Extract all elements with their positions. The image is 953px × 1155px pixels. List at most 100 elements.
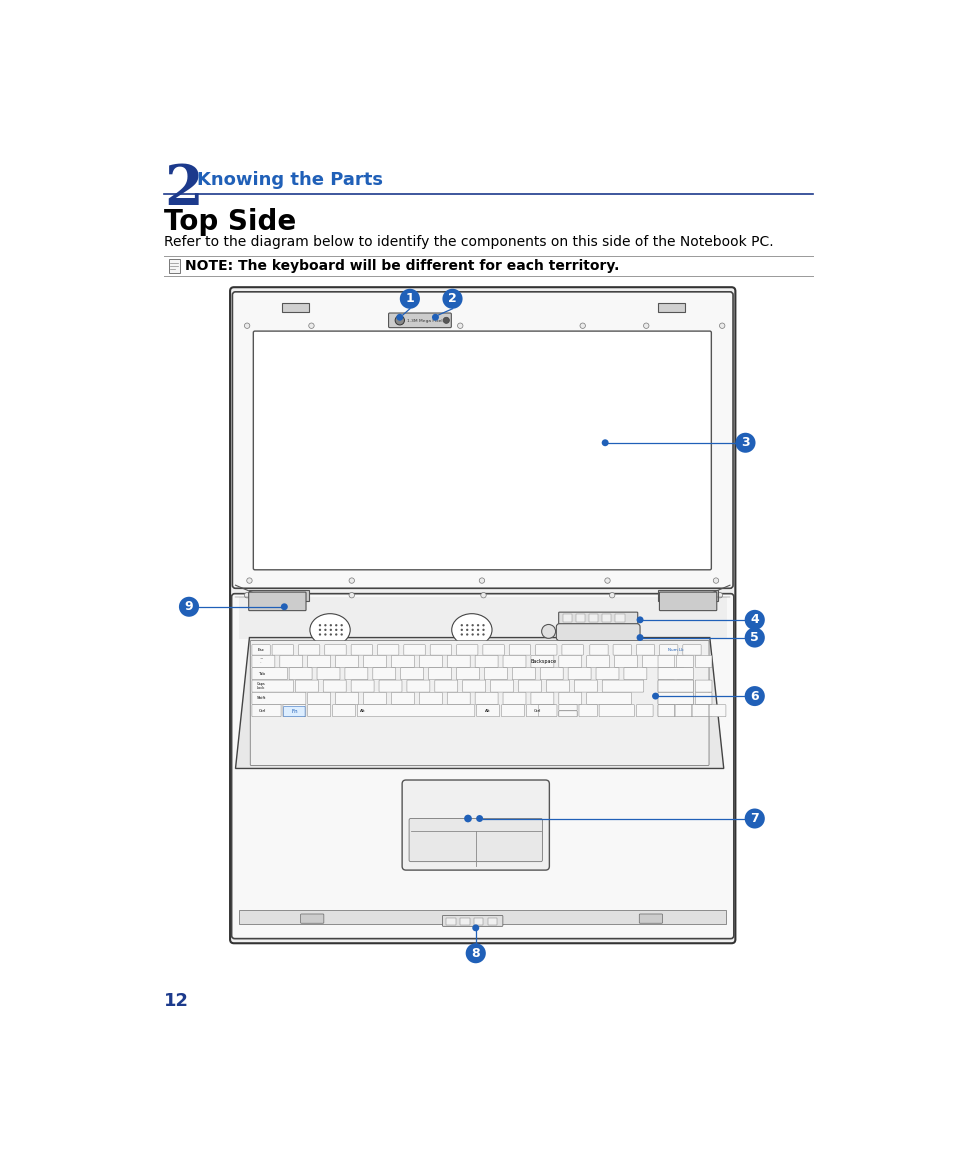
- FancyBboxPatch shape: [324, 644, 346, 655]
- Text: 2: 2: [164, 162, 203, 217]
- Bar: [575, 614, 584, 623]
- Text: ~
`: ~ `: [259, 657, 262, 665]
- Circle shape: [471, 633, 474, 635]
- Circle shape: [318, 624, 321, 626]
- FancyBboxPatch shape: [402, 780, 549, 870]
- Circle shape: [471, 628, 474, 631]
- Bar: [488, 918, 497, 925]
- Circle shape: [179, 597, 199, 617]
- FancyBboxPatch shape: [482, 644, 504, 655]
- FancyBboxPatch shape: [407, 680, 430, 692]
- Circle shape: [466, 624, 468, 626]
- FancyBboxPatch shape: [232, 594, 733, 939]
- FancyBboxPatch shape: [442, 916, 502, 926]
- FancyBboxPatch shape: [403, 644, 425, 655]
- Circle shape: [601, 439, 608, 446]
- FancyBboxPatch shape: [316, 668, 339, 680]
- FancyBboxPatch shape: [539, 668, 562, 680]
- Circle shape: [482, 633, 484, 635]
- FancyBboxPatch shape: [568, 668, 591, 680]
- FancyBboxPatch shape: [377, 644, 398, 655]
- FancyBboxPatch shape: [676, 655, 693, 668]
- FancyBboxPatch shape: [252, 705, 281, 717]
- FancyBboxPatch shape: [300, 914, 323, 923]
- FancyBboxPatch shape: [272, 644, 294, 655]
- Circle shape: [478, 578, 484, 583]
- FancyBboxPatch shape: [639, 914, 661, 923]
- FancyBboxPatch shape: [658, 692, 693, 705]
- Ellipse shape: [310, 613, 350, 646]
- FancyBboxPatch shape: [682, 644, 700, 655]
- Text: 8: 8: [471, 947, 479, 960]
- FancyBboxPatch shape: [490, 680, 513, 692]
- FancyBboxPatch shape: [561, 644, 582, 655]
- FancyBboxPatch shape: [428, 668, 451, 680]
- FancyBboxPatch shape: [253, 331, 711, 569]
- FancyBboxPatch shape: [675, 705, 691, 717]
- FancyBboxPatch shape: [391, 655, 414, 668]
- Circle shape: [335, 628, 337, 631]
- FancyBboxPatch shape: [308, 692, 331, 705]
- FancyBboxPatch shape: [308, 655, 331, 668]
- Circle shape: [717, 593, 721, 598]
- FancyBboxPatch shape: [695, 680, 711, 692]
- Circle shape: [466, 633, 468, 635]
- FancyBboxPatch shape: [558, 710, 577, 717]
- Circle shape: [476, 628, 478, 631]
- FancyBboxPatch shape: [531, 692, 554, 705]
- FancyBboxPatch shape: [252, 644, 270, 655]
- Text: Ctrl: Ctrl: [534, 709, 541, 713]
- FancyBboxPatch shape: [659, 644, 678, 655]
- Circle shape: [280, 603, 288, 610]
- FancyBboxPatch shape: [335, 692, 358, 705]
- FancyBboxPatch shape: [169, 260, 179, 274]
- FancyBboxPatch shape: [586, 692, 631, 705]
- Circle shape: [443, 318, 449, 323]
- FancyBboxPatch shape: [658, 705, 674, 717]
- FancyBboxPatch shape: [658, 655, 674, 668]
- Text: Shift: Shift: [256, 696, 266, 700]
- FancyBboxPatch shape: [252, 655, 274, 668]
- FancyBboxPatch shape: [345, 668, 368, 680]
- Circle shape: [442, 289, 462, 308]
- Circle shape: [604, 578, 610, 583]
- Circle shape: [309, 323, 314, 328]
- Text: 12: 12: [164, 992, 189, 1009]
- FancyBboxPatch shape: [636, 705, 653, 717]
- FancyBboxPatch shape: [378, 680, 401, 692]
- FancyBboxPatch shape: [323, 680, 346, 692]
- FancyBboxPatch shape: [692, 705, 708, 717]
- Text: NOTE: The keyboard will be different for each territory.: NOTE: The keyboard will be different for…: [185, 259, 618, 273]
- FancyBboxPatch shape: [409, 819, 542, 862]
- Text: Backspace: Backspace: [530, 660, 557, 664]
- Text: 1: 1: [405, 292, 414, 305]
- FancyBboxPatch shape: [578, 705, 597, 717]
- Circle shape: [324, 624, 326, 626]
- FancyBboxPatch shape: [279, 655, 302, 668]
- Circle shape: [471, 624, 474, 626]
- Text: Alt: Alt: [485, 709, 491, 713]
- Circle shape: [579, 323, 585, 328]
- FancyBboxPatch shape: [351, 644, 372, 655]
- Circle shape: [330, 624, 332, 626]
- Bar: [474, 918, 483, 925]
- FancyBboxPatch shape: [447, 655, 470, 668]
- Circle shape: [349, 578, 355, 583]
- FancyBboxPatch shape: [558, 710, 577, 717]
- FancyBboxPatch shape: [351, 680, 374, 692]
- FancyBboxPatch shape: [501, 705, 524, 717]
- Bar: [601, 614, 611, 623]
- Circle shape: [636, 634, 643, 641]
- FancyBboxPatch shape: [526, 705, 555, 717]
- FancyBboxPatch shape: [250, 641, 708, 766]
- FancyBboxPatch shape: [462, 680, 485, 692]
- FancyBboxPatch shape: [512, 668, 535, 680]
- Circle shape: [340, 628, 342, 631]
- FancyBboxPatch shape: [574, 680, 597, 692]
- Bar: [459, 918, 469, 925]
- Circle shape: [340, 633, 342, 635]
- Circle shape: [395, 314, 403, 321]
- Circle shape: [713, 578, 718, 583]
- Ellipse shape: [452, 613, 492, 646]
- Circle shape: [318, 633, 321, 635]
